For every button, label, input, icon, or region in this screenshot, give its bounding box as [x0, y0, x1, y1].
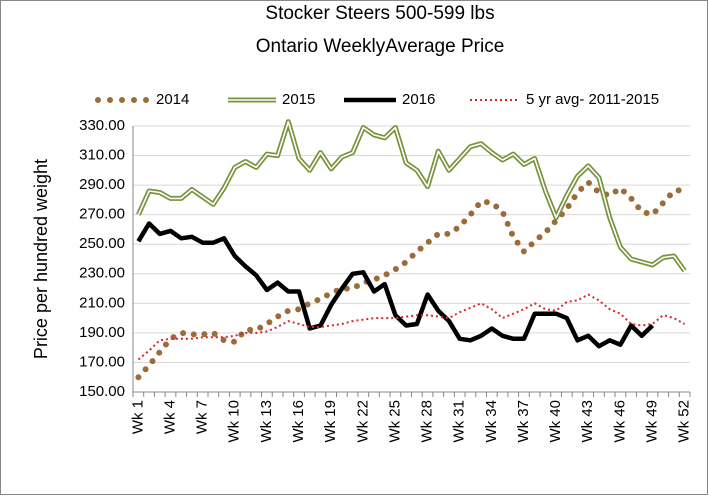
x-tick-label: Wk 7 [194, 400, 211, 434]
series-line-inner [137, 120, 686, 272]
x-tick-label: Wk 10 [226, 400, 243, 443]
x-tick-label: Wk 31 [451, 400, 468, 443]
chart-title: Stocker Steers 500-599 lbs [265, 3, 494, 24]
x-tick-label: Wk 4 [161, 400, 178, 434]
legend-label: 2016 [402, 91, 435, 108]
y-tick-label: 330.00 [79, 117, 125, 134]
x-tick-label: Wk 25 [386, 400, 403, 443]
x-tick-label: Wk 34 [483, 400, 500, 443]
x-tick-label: Wk 43 [579, 400, 596, 443]
y-tick-label: 170.00 [79, 353, 125, 370]
x-tick-label: Wk 46 [611, 400, 628, 443]
y-tick-label: 290.00 [79, 176, 125, 193]
y-tick-label: 250.00 [79, 235, 125, 252]
y-tick-label: 230.00 [79, 265, 125, 282]
x-tick-label: Wk 22 [354, 400, 371, 443]
y-tick-label: 310.00 [79, 147, 125, 164]
series-line [137, 293, 686, 361]
x-tick-label: Wk 1 [129, 400, 146, 434]
y-tick-label: 150.00 [79, 383, 125, 400]
legend-label: 2015 [282, 91, 315, 108]
x-tick-label: Wk 13 [258, 400, 275, 443]
x-tick-label: Wk 52 [676, 400, 693, 443]
series-line [136, 221, 655, 349]
y-axis-label: Price per hundred weight [31, 159, 51, 359]
y-tick-label: 210.00 [79, 294, 125, 311]
x-tick-label: Wk 28 [419, 400, 436, 443]
y-tick-label: 190.00 [79, 324, 125, 341]
legend-label: 2014 [156, 91, 189, 108]
x-tick-label: Wk 37 [515, 400, 532, 443]
x-tick-label: Wk 16 [290, 400, 307, 443]
x-tick-label: Wk 49 [643, 400, 660, 443]
legend-label: 5 yr avg- 2011-2015 [526, 91, 659, 108]
y-tick-label: 270.00 [79, 206, 125, 223]
x-tick-label: Wk 19 [322, 400, 339, 443]
chart-subtitle: Ontario WeeklyAverage Price [256, 36, 505, 57]
x-tick-label: Wk 40 [547, 400, 564, 443]
series-line [135, 179, 688, 381]
